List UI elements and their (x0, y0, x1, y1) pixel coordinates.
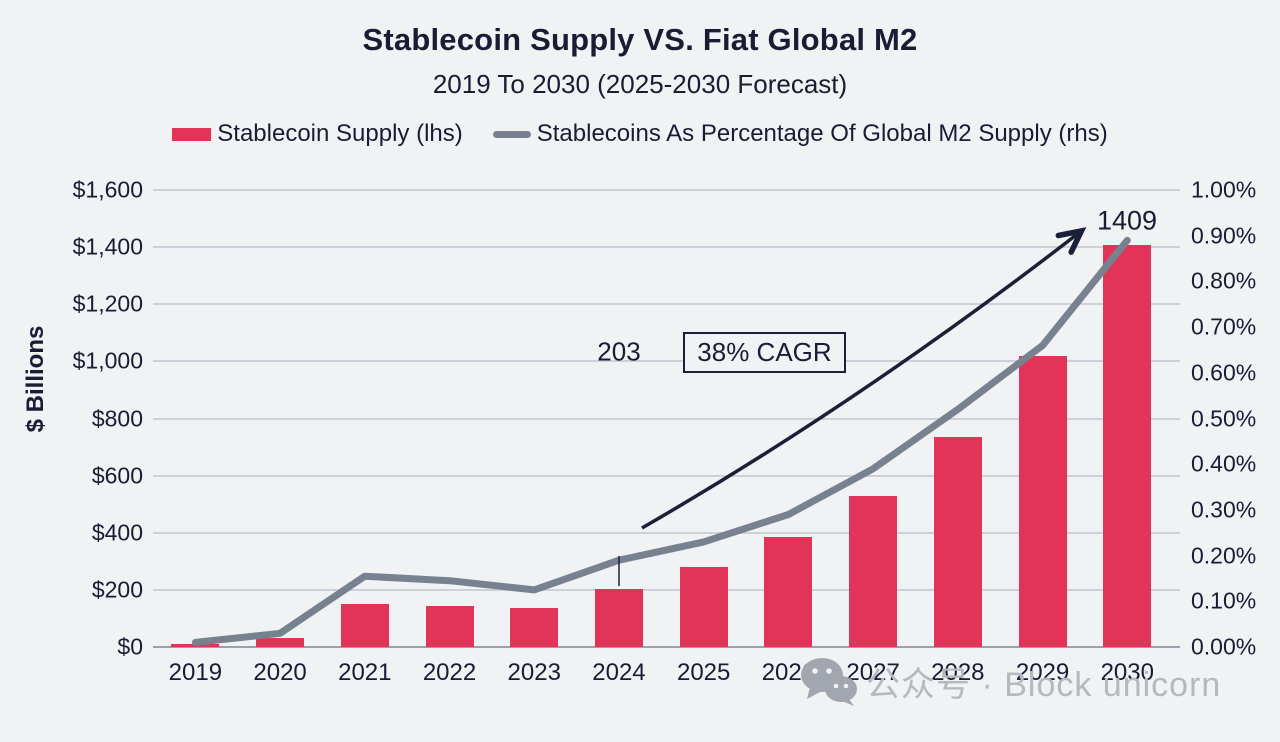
gridline (153, 303, 1180, 306)
legend-label-line-series: Stablecoins As Percentage Of Global M2 S… (536, 120, 1108, 147)
y-axis-tick-label: $1,200 (72, 290, 143, 317)
y-axis-tick-label: $1,600 (72, 176, 143, 203)
wechat-icon (801, 658, 857, 706)
x-axis-tick-label-2021: 2021 (338, 659, 392, 686)
watermark: 公众号 · Block unicorn (800, 656, 1221, 706)
watermark-text: 公众号 · Block unicorn (866, 665, 1222, 704)
cagr-annotation-label: 38% CAGR (697, 337, 832, 367)
gridline (153, 531, 1180, 534)
line-series-swatch (492, 130, 531, 138)
right-axis-tick-label: 0.90% (1191, 222, 1257, 249)
x-axis-tick-label-2027: 2027 (846, 659, 900, 686)
data-label-2030: 1409 (1096, 205, 1158, 236)
right-axis-tick-label: 0.30% (1191, 496, 1257, 523)
gridline (153, 189, 1180, 191)
line-and-annotation-layer (191, 227, 1131, 646)
percentage-line (191, 236, 1131, 646)
bar-2025 (679, 567, 728, 647)
bar-series-swatch (172, 127, 212, 141)
x-axis-tick-label-2029: 2029 (1015, 659, 1070, 686)
legend-item-percentage: Stablecoins As Percentage Of Global M2 S… (492, 120, 1108, 148)
right-axis-tick-label: 0.20% (1191, 542, 1257, 569)
bar-2020 (256, 638, 305, 647)
bar-2022 (425, 605, 474, 647)
left-axis: $0 $200 $400 $600 $800 $1,000 $1,200 $1,400 $1,6… (0, 177, 143, 660)
gridline (153, 474, 1180, 477)
legend-label-bar-series: Stablecoin Supply (lhs) (217, 120, 463, 147)
bar-2026 (764, 537, 813, 647)
bar-2021 (340, 604, 389, 647)
y-axis-tick-label: $200 (91, 576, 143, 603)
gridline (153, 417, 1180, 420)
cagr-annotation-box: 38% CAGR (683, 332, 846, 373)
right-axis-tick-label: 0.50% (1191, 405, 1257, 431)
bar-2024 (594, 589, 643, 647)
legend: Stablecoin Supply (lhs) Stablecoins As P… (0, 120, 1280, 148)
y-axis-tick-label: $600 (91, 462, 143, 489)
right-axis-tick-label: 0.60% (1191, 359, 1257, 386)
gridline (153, 646, 1180, 648)
right-axis-tick-label: 0.00% (1191, 633, 1257, 660)
right-axis-tick-label: 0.10% (1191, 587, 1257, 614)
gridline (153, 246, 1180, 249)
bar-2030 (1103, 244, 1152, 647)
x-axis-tick-label-2023: 2023 (507, 659, 561, 686)
gridline (153, 588, 1180, 591)
x-axis-tick-label-2030: 2030 (1100, 659, 1154, 686)
x-axis: 2019 2020 2021 2022 2023 2024 2025 2026 2027 2028… (153, 659, 1180, 691)
data-label-2024: 203 (597, 336, 641, 367)
right-axis-tick-label: 1.00% (1191, 176, 1257, 203)
right-axis-tick-label: 0.80% (1191, 267, 1257, 294)
legend-item-stablecoin-supply: Stablecoin Supply (lhs) (172, 120, 463, 148)
x-axis-tick-label-2020: 2020 (253, 659, 307, 686)
bar-2023 (510, 608, 559, 647)
x-axis-tick-label-2024: 2024 (592, 659, 646, 686)
chart-subtitle: 2019 To 2030 (2025-2030 Forecast) (432, 69, 848, 99)
right-axis: 0.00% 0.10% 0.20% 0.30% 0.40% 0.50% 0.60% 0.70%… (1191, 177, 1280, 660)
bar-2028 (933, 437, 982, 647)
y-axis-tick-label: $800 (91, 405, 143, 431)
x-axis-tick-label-2028: 2028 (931, 659, 985, 686)
y-axis-tick-label: $1,000 (72, 347, 143, 374)
y-axis-tick-label: $0 (117, 633, 143, 660)
x-axis-tick-label-2019: 2019 (168, 659, 223, 686)
y-axis-tick-label: $400 (91, 519, 143, 546)
bar-2027 (849, 495, 898, 647)
y-axis-tick-label: $1,400 (72, 233, 143, 260)
x-axis-tick-label-2025: 2025 (676, 659, 731, 686)
right-axis-tick-label: 0.40% (1191, 450, 1257, 477)
x-axis-tick-label-2022: 2022 (422, 659, 477, 686)
right-axis-tick-label: 0.70% (1191, 313, 1257, 340)
cagr-arrow (641, 227, 1087, 530)
plot-area (153, 189, 1180, 648)
gridline (153, 360, 1180, 363)
chart-title: Stablecoin Supply VS. Fiat Global M2 (362, 22, 918, 57)
bar-2029 (1018, 355, 1067, 647)
